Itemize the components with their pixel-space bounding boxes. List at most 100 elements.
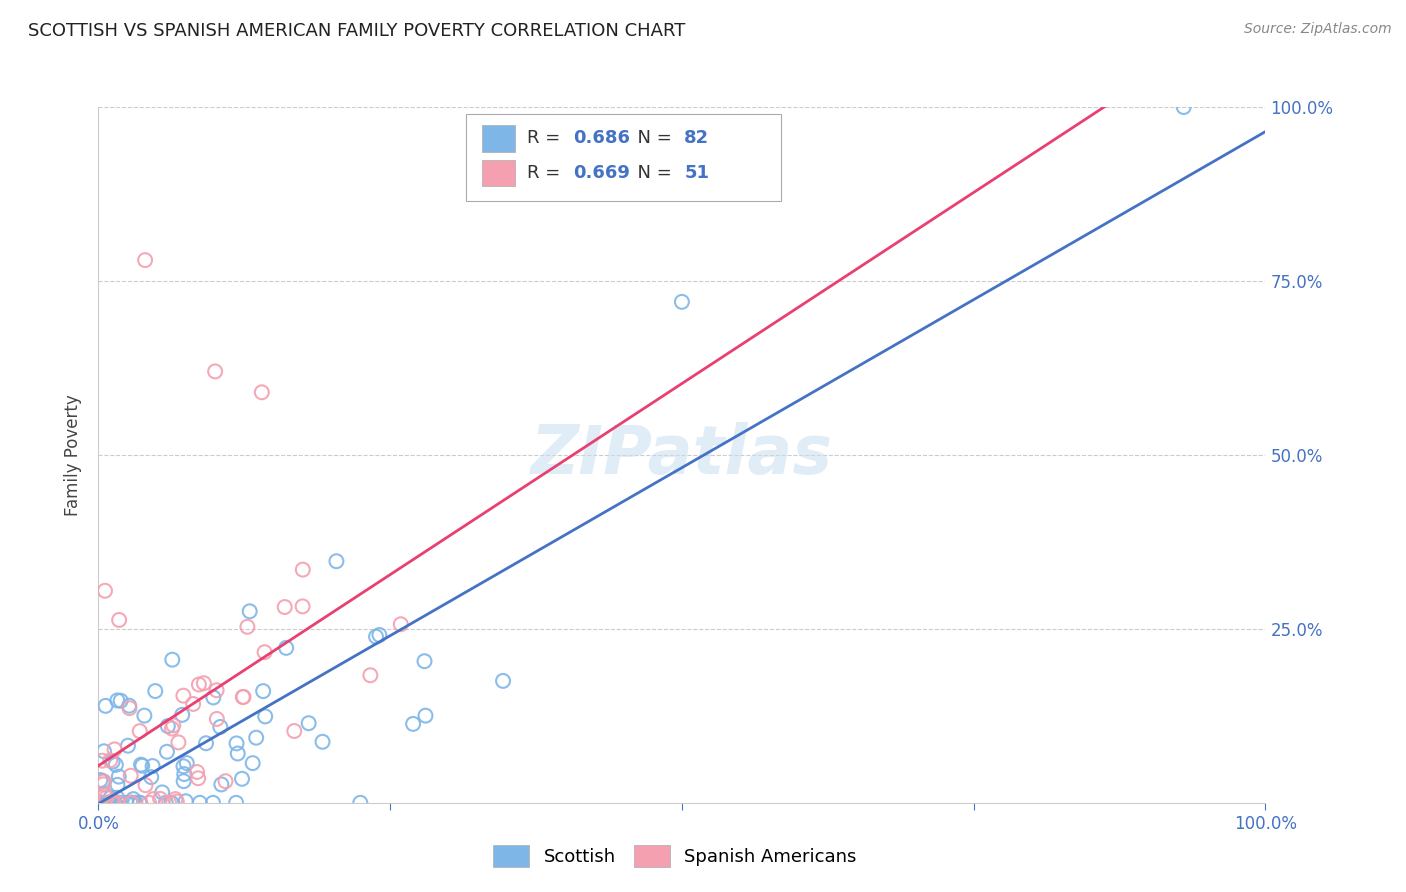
Point xyxy=(156,745,179,759)
Point xyxy=(121,796,143,810)
Point xyxy=(325,554,347,568)
Point xyxy=(205,712,228,726)
Point xyxy=(209,777,232,791)
Point xyxy=(93,796,115,810)
Point xyxy=(311,735,333,749)
Point xyxy=(205,683,228,698)
Point xyxy=(166,795,188,809)
Point xyxy=(142,792,165,806)
Bar xyxy=(482,125,515,152)
Point xyxy=(104,757,127,772)
Point xyxy=(209,720,232,734)
Point xyxy=(120,796,142,810)
Point xyxy=(172,759,194,773)
Point xyxy=(96,790,118,805)
Point xyxy=(120,796,142,810)
Point xyxy=(96,796,118,810)
Point xyxy=(349,796,371,810)
Point xyxy=(87,796,110,810)
Point xyxy=(413,654,436,668)
Text: SCOTTISH VS SPANISH AMERICAN FAMILY POVERTY CORRELATION CHART: SCOTTISH VS SPANISH AMERICAN FAMILY POVE… xyxy=(28,22,686,40)
Point xyxy=(91,754,114,768)
Point xyxy=(94,796,117,810)
Point xyxy=(142,759,165,773)
Point xyxy=(157,796,180,810)
Point xyxy=(402,717,425,731)
Point xyxy=(103,742,125,756)
Point xyxy=(94,788,117,802)
Point xyxy=(253,645,276,659)
Point xyxy=(120,796,142,810)
Point xyxy=(174,794,197,808)
Point xyxy=(94,698,117,713)
Point xyxy=(118,698,141,713)
Text: R =: R = xyxy=(527,164,565,182)
Point xyxy=(103,796,125,810)
Point xyxy=(90,796,112,810)
Point xyxy=(187,677,209,691)
Point xyxy=(134,778,156,792)
Point xyxy=(93,788,115,802)
Point xyxy=(131,758,153,772)
Point xyxy=(93,774,115,789)
Text: R =: R = xyxy=(527,129,565,147)
Point xyxy=(134,708,156,723)
Point xyxy=(176,756,198,770)
Point xyxy=(273,600,295,615)
Point xyxy=(252,684,274,698)
Point xyxy=(671,294,693,309)
Point xyxy=(117,739,139,753)
Text: ZIPatlas: ZIPatlas xyxy=(531,422,832,488)
Point xyxy=(108,796,131,810)
Point xyxy=(141,770,163,784)
Point xyxy=(162,718,184,732)
Point xyxy=(250,385,273,400)
Point xyxy=(110,694,132,708)
Point xyxy=(160,796,183,810)
Point xyxy=(155,796,177,810)
Point xyxy=(291,599,314,614)
Point xyxy=(101,755,124,769)
Point xyxy=(1173,100,1195,114)
Point xyxy=(254,709,277,723)
Y-axis label: Family Poverty: Family Poverty xyxy=(65,394,83,516)
Point xyxy=(232,690,254,704)
Point xyxy=(156,719,179,733)
Point xyxy=(165,792,187,806)
Point xyxy=(389,617,412,632)
Point xyxy=(91,774,114,789)
Point xyxy=(98,796,121,810)
Point xyxy=(107,796,129,810)
Point xyxy=(120,796,142,810)
Point xyxy=(122,792,145,806)
Point xyxy=(201,796,224,810)
Point xyxy=(202,690,225,705)
Point xyxy=(107,778,129,792)
Point xyxy=(101,796,124,810)
Point xyxy=(188,796,211,810)
Point xyxy=(291,563,314,577)
Point xyxy=(225,736,247,750)
Point xyxy=(101,794,124,808)
Point xyxy=(214,774,236,789)
Point xyxy=(186,764,208,779)
Point xyxy=(121,796,143,810)
Point xyxy=(242,756,264,771)
Point xyxy=(108,796,131,810)
Point xyxy=(283,724,305,739)
Point xyxy=(368,628,391,642)
Text: 51: 51 xyxy=(685,164,709,182)
Point xyxy=(187,771,209,785)
Point xyxy=(415,708,437,723)
Point xyxy=(193,676,215,690)
Point xyxy=(236,620,259,634)
Point xyxy=(173,774,195,789)
Point xyxy=(128,796,150,810)
FancyBboxPatch shape xyxy=(465,114,782,201)
Point xyxy=(129,757,152,772)
Point xyxy=(138,796,160,810)
Text: N =: N = xyxy=(626,164,678,182)
Point xyxy=(118,701,141,715)
Point xyxy=(364,630,387,644)
Point xyxy=(276,640,298,655)
